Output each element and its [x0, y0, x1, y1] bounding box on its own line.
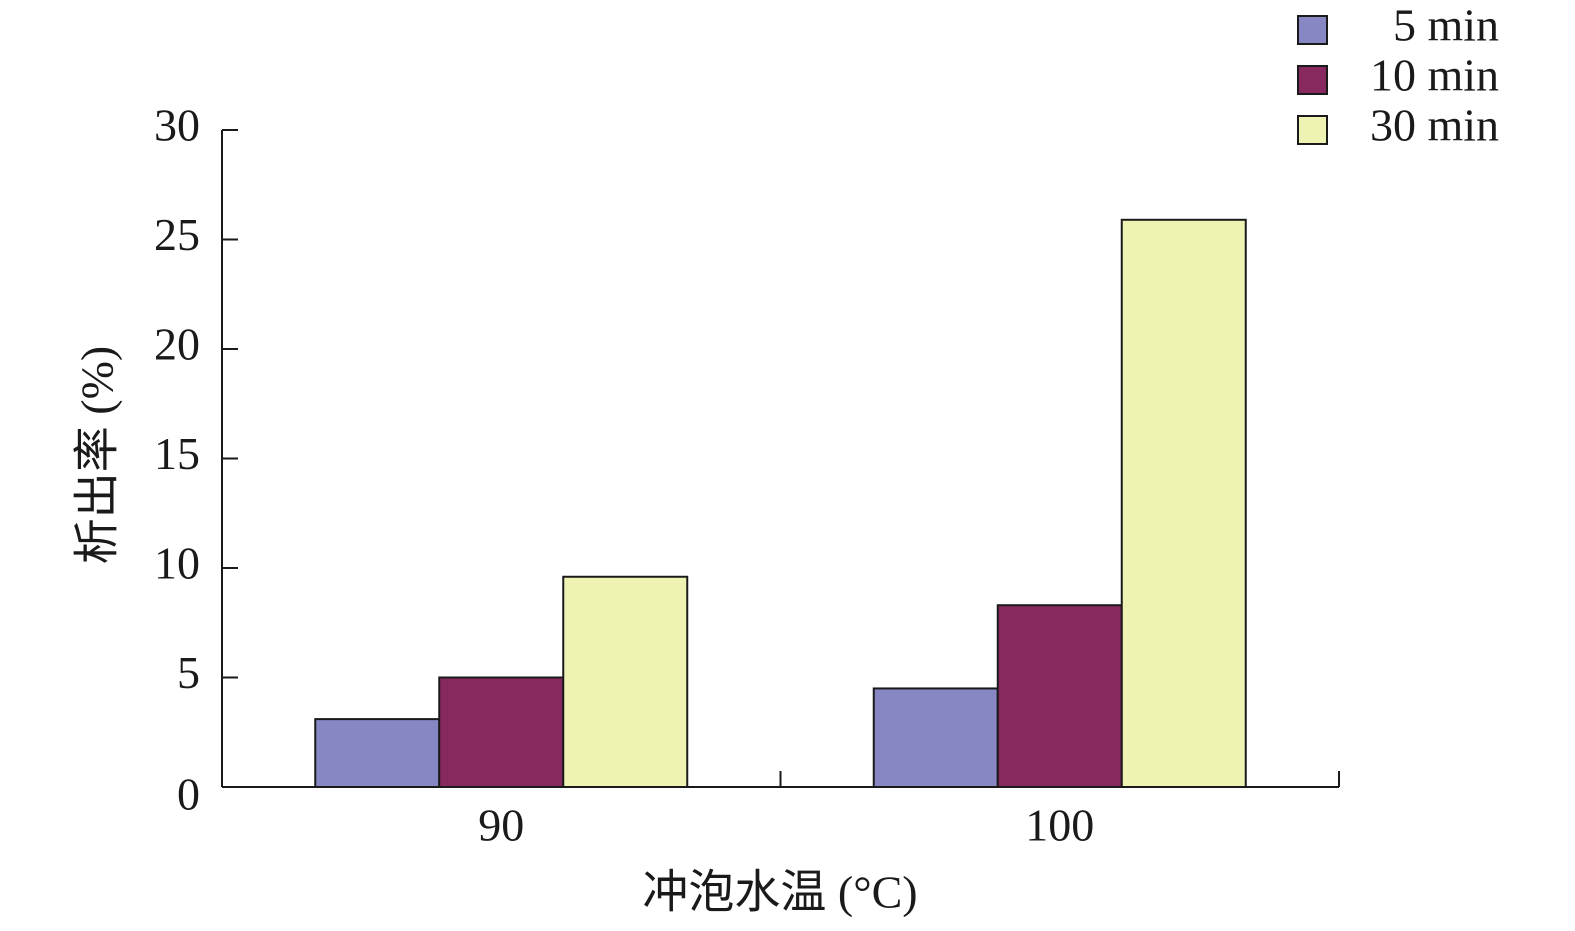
bar [438, 676, 565, 788]
x-axis-label: 冲泡水温 (°C) [642, 867, 917, 918]
bar [314, 718, 441, 788]
y-tick-label: 20 [154, 319, 200, 370]
legend-swatch [1297, 115, 1328, 145]
x-tick-label: 100 [1025, 800, 1094, 851]
y-tick-label: 15 [154, 428, 200, 479]
legend-label: 10 min [1370, 50, 1499, 101]
legend-label: 5 min [1393, 0, 1499, 51]
bar [996, 604, 1123, 788]
y-tick-label: 10 [154, 538, 200, 589]
legend-label: 30 min [1370, 100, 1499, 151]
y-tick-label: 5 [177, 647, 200, 698]
bar [1120, 218, 1247, 789]
legend-swatch [1297, 65, 1328, 95]
legend-swatch [1297, 15, 1328, 45]
y-tick-label: 25 [154, 209, 200, 260]
bar [562, 575, 689, 789]
y-tick-label: 0 [177, 769, 200, 820]
bar [872, 687, 999, 789]
x-tick-label: 90 [478, 800, 524, 851]
y-tick-label: 30 [154, 100, 200, 151]
y-axis-label: 析出率 (%) [72, 346, 123, 564]
